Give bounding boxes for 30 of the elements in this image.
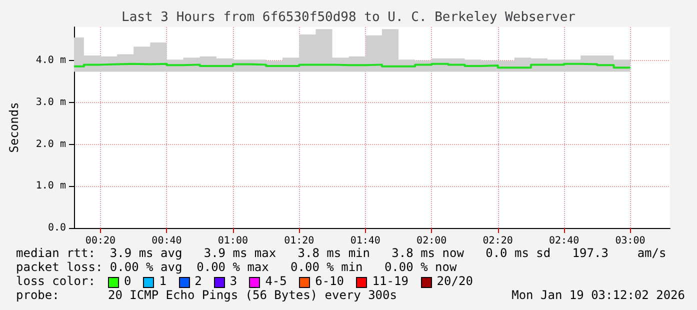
text: 11-19	[372, 274, 408, 288]
x-tick-label: 03:00	[615, 236, 646, 246]
y-tick-label: 1.0 m	[36, 180, 66, 192]
text: probe:	[16, 288, 60, 302]
y-tick-label: 4.0 m	[36, 55, 66, 66]
text: 6-10	[315, 274, 344, 288]
text: packet loss: 0.00 % avg 0.00 % max 0.00 % min 0.00 % now	[16, 260, 457, 274]
text: Mon Jan 19 03:12:02 2026	[512, 288, 685, 302]
text: 3	[230, 274, 238, 288]
y-tick-label: 0.0	[48, 222, 66, 234]
y-tick-label: 3.0 m	[36, 96, 66, 108]
x-tick-label: 02:00	[416, 236, 447, 246]
text: loss color:	[16, 274, 96, 288]
text: median rtt: 3.9 ms avg 3.9 ms max 3.8 ms min 3.8 ms now 0.0 ms sd 197.3 am/s	[16, 246, 666, 260]
y-axis-title: Seconds	[7, 102, 21, 153]
text: 1	[159, 274, 167, 288]
y-tick-label: 2.0 m	[36, 138, 66, 150]
text: 0	[124, 274, 132, 288]
x-tick-label: 00:40	[152, 236, 182, 246]
x-tick-label: 00:20	[85, 236, 116, 246]
text: 4-5	[265, 274, 287, 288]
text: 20/20	[436, 274, 473, 288]
x-tick-label: 02:20	[482, 236, 513, 246]
x-tick-label: 01:40	[350, 236, 380, 246]
chart-title: Last 3 Hours from 6f6530f50d98 to U. C. Berkeley Webserver	[122, 10, 576, 25]
x-tick-label: 01:20	[284, 236, 314, 246]
text: 20 ICMP Echo Pings (56 Bytes) every 300s	[108, 288, 397, 302]
x-tick-label: 02:40	[548, 236, 580, 246]
text: 2	[194, 274, 202, 288]
x-tick-label: 01:00	[218, 236, 248, 246]
